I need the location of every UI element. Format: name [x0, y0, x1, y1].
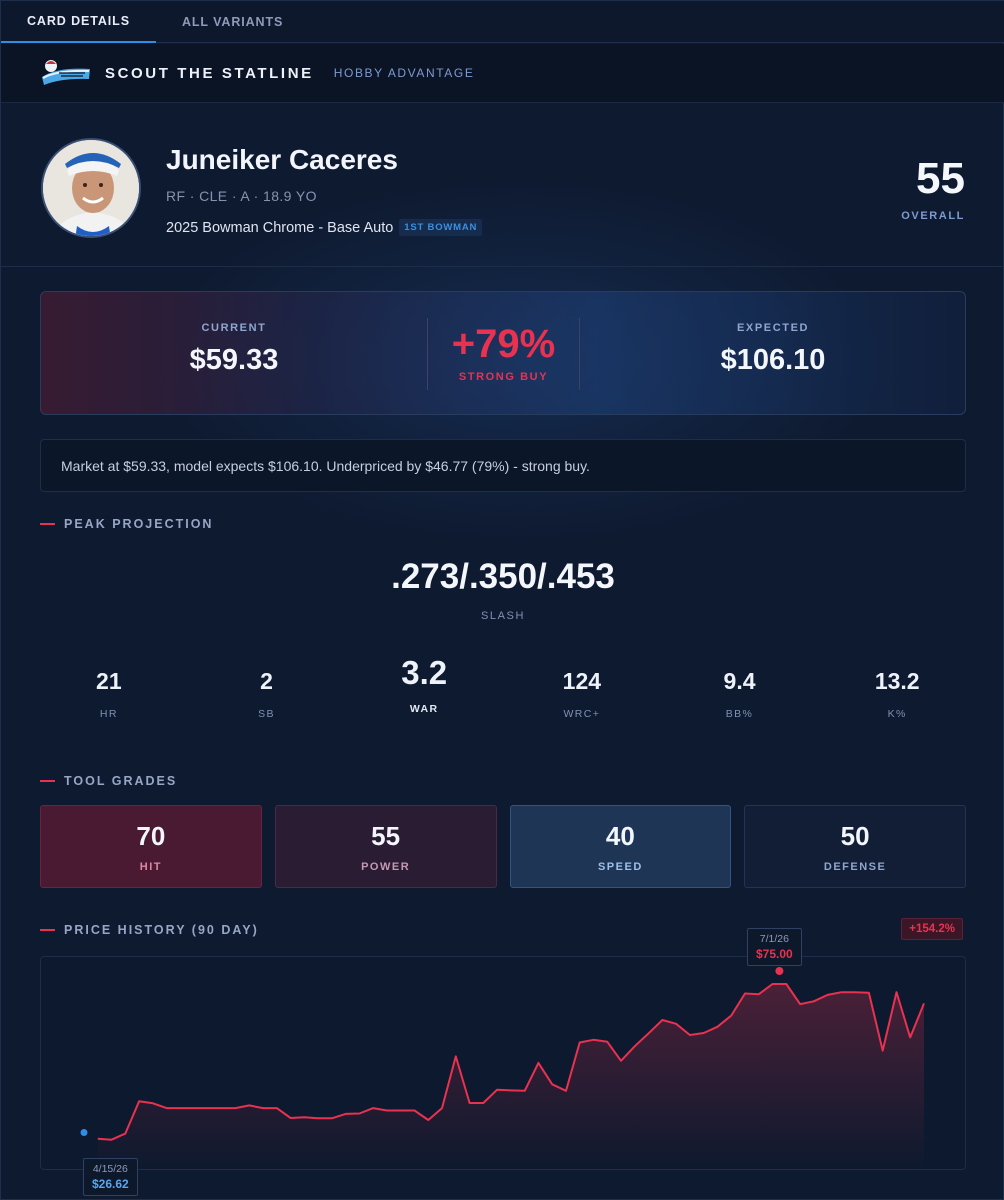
price-history-heading: PRICE HISTORY (90 DAY): [40, 923, 259, 937]
peak-projection-heading: PEAK PROJECTION: [40, 517, 213, 531]
high-price-tooltip: 7/1/26 $75.00: [747, 928, 802, 966]
low-point-marker[interactable]: [80, 1128, 88, 1136]
stat-k-pct: 13.2 K%: [818, 651, 976, 731]
tool-grade-label: POWER: [361, 861, 411, 873]
stat-label: K%: [887, 708, 907, 720]
card-name: 2025 Bowman Chrome - Base Auto: [166, 219, 394, 236]
stat-label: WRC+: [563, 708, 601, 720]
stat-hr: 21 HR: [30, 651, 188, 731]
high-price-date: 7/1/26: [759, 933, 789, 945]
tool-grade-value: 50: [840, 821, 870, 851]
stat-value: 3.2: [401, 654, 448, 691]
expected-price: $106.10: [720, 344, 826, 376]
stat-bb-pct: 9.4 BB%: [661, 651, 819, 731]
tool-grade-label: SPEED: [597, 861, 643, 873]
price-change-badge: +154.2%: [901, 918, 963, 940]
section-accent: [40, 780, 55, 782]
market-summary: Market at $59.33, model expects $106.10.…: [40, 439, 966, 492]
price-history-title: PRICE HISTORY (90 DAY): [64, 923, 259, 937]
stat-value: 13.2: [874, 668, 920, 694]
tool-hit: 70 HIT: [40, 805, 262, 888]
expected-price-label: EXPECTED: [736, 322, 810, 334]
overall-label: OVERALL: [901, 210, 965, 222]
expected-price-block: EXPECTED $106.10: [580, 292, 966, 416]
price-history-chart[interactable]: [40, 956, 966, 1171]
tool-power: 55 POWER: [274, 805, 497, 888]
stat-sb: 2 SB: [188, 651, 346, 731]
tool-grade-label: HIT: [139, 861, 162, 873]
tab-all-variants[interactable]: ALL VARIANTS: [181, 15, 284, 29]
stat-label: SB: [258, 708, 275, 720]
player-avatar: [41, 138, 141, 238]
tool-grades-heading: TOOL GRADES: [40, 774, 177, 788]
price-delta-percent: +79%: [451, 322, 556, 366]
low-price-value: $26.62: [92, 1177, 129, 1191]
stat-label: BB%: [725, 708, 754, 720]
brand-tagline: HOBBY ADVANTAGE: [333, 66, 475, 80]
brand-logo: [42, 60, 90, 85]
brand-name: SCOUT THE STATLINE: [105, 64, 314, 82]
tool-grades: 70 HIT 55 POWER 40 SPEED 50 DEFENSE: [40, 805, 966, 888]
current-price-label: CURRENT: [201, 322, 267, 334]
high-price-value: $75.00: [756, 947, 793, 961]
stat-value: 2: [260, 668, 273, 694]
price-panel: CURRENT $59.33 +79% STRONG BUY EXPECTED …: [40, 291, 966, 415]
peak-projection-title: PEAK PROJECTION: [64, 517, 214, 531]
stat-value: 124: [562, 668, 602, 694]
player-name: Juneiker Caceres: [166, 144, 398, 175]
high-point-marker[interactable]: [775, 967, 784, 975]
first-bowman-badge: 1ST BOWMAN: [399, 219, 483, 236]
buy-signal: STRONG BUY: [458, 371, 549, 383]
price-area: [97, 984, 925, 1171]
price-line: [97, 983, 925, 1141]
player-header: Juneiker Caceres RF · CLE · A · 18.9 YO …: [1, 104, 1004, 267]
tool-grades-title: TOOL GRADES: [64, 774, 178, 788]
stat-value: 9.4: [723, 668, 756, 694]
low-price-date: 4/15/26: [92, 1163, 128, 1175]
slash-line: .273/.350/.453: [391, 557, 615, 596]
card-info: 2025 Bowman Chrome - Base Auto 1ST BOWMA…: [166, 219, 483, 236]
player-meta: RF · CLE · A · 18.9 YO: [166, 188, 317, 204]
overall-score: 55: [916, 154, 965, 203]
low-price-tooltip: 4/15/26 $26.62: [83, 1158, 138, 1196]
current-price: $59.33: [189, 344, 279, 376]
tool-speed: 40 SPEED: [509, 805, 732, 888]
tool-grade-value: 40: [605, 821, 635, 851]
tool-grade-label: DEFENSE: [823, 861, 887, 873]
price-delta-block: +79% STRONG BUY: [427, 318, 580, 390]
stat-value: 21: [96, 668, 122, 694]
price-chart-svg: [80, 967, 925, 1171]
section-accent: [40, 929, 55, 931]
slash-label: SLASH: [480, 610, 526, 622]
stat-label: HR: [99, 708, 118, 720]
brand-bar: SCOUT THE STATLINE HOBBY ADVANTAGE: [1, 44, 1004, 103]
stat-war: 3.2 WAR: [345, 651, 503, 731]
tool-grade-value: 70: [136, 821, 166, 851]
projection-stats: 21 HR 2 SB 3.2 WAR 124 WRC+ 9.4 BB% 13.2…: [30, 651, 976, 731]
tab-card-details[interactable]: CARD DETAILS: [1, 1, 156, 43]
section-accent: [40, 523, 55, 525]
stat-wrc-plus: 124 WRC+: [503, 651, 661, 731]
tool-grade-value: 55: [371, 821, 401, 851]
tab-bar: CARD DETAILS ALL VARIANTS: [1, 1, 1004, 43]
tool-defense: 50 DEFENSE: [744, 805, 966, 888]
stat-label: WAR: [409, 703, 439, 715]
current-price-block: CURRENT $59.33: [41, 292, 427, 416]
